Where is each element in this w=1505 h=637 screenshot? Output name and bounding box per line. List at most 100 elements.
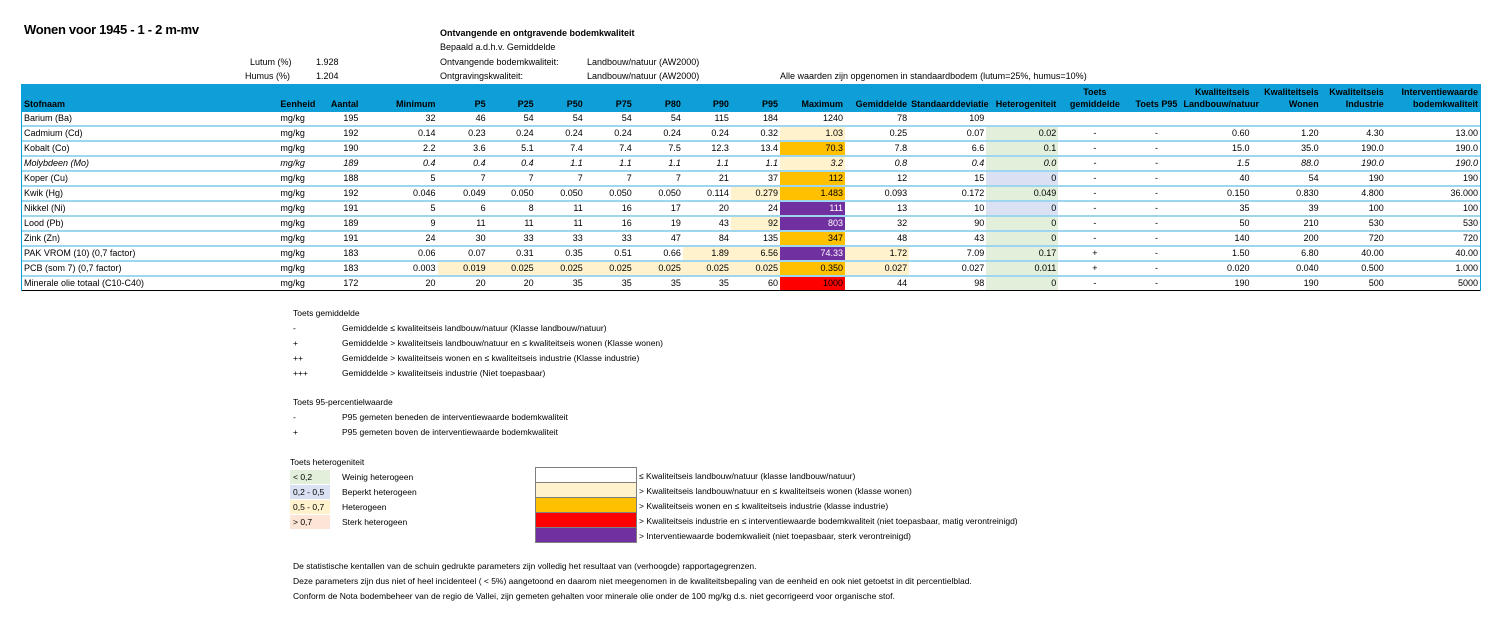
legend-text: Gemiddelde > kwaliteitseis industrie (Ni… (342, 368, 546, 378)
table-cell: 4.30 (1320, 126, 1386, 142)
column-header-line2: gemiddelde (1069, 99, 1120, 109)
table-cell: 12.3 (682, 141, 731, 157)
table-cell: 1.1 (682, 156, 731, 172)
table-cell: 35 (682, 276, 731, 291)
ontgraving-label: Ontgravingskwaliteit: (440, 71, 524, 81)
column-header: P80 (633, 84, 683, 112)
table-cell: 5 (360, 201, 438, 217)
quality-class-swatch (535, 467, 637, 483)
table-cell: 3.6 (437, 141, 488, 157)
legend-range: > 0,7 (293, 517, 313, 527)
legend-symbol: ++ (293, 353, 303, 363)
table-row: Kwik (Hg) mg/kg 192 0.046 0.049 0.050 0.050 0.0… (22, 186, 1480, 202)
table-cell: 47 (633, 231, 683, 247)
table-cell: mg/kg (278, 126, 321, 142)
legend-text: Gemiddelde > kwaliteitseis wonen en ≤ kw… (342, 353, 640, 363)
table-cell: mg/kg (278, 112, 321, 127)
table-cell: mg/kg (278, 246, 321, 262)
table-cell: 35 (633, 276, 683, 291)
table-cell: 21 (682, 171, 731, 187)
legend-symbol: - (293, 323, 296, 333)
table-cell: 70.3 (779, 141, 846, 157)
table-cell: 1.89 (682, 246, 731, 262)
statistics-table: Stofnaam Eenheid Aantal Minimum P5 P25 P50 P75 P… (22, 84, 1480, 291)
table-row: Koper (Cu) mg/kg 188 5 7 7 7 7 7 21 37 112 12 15 0- -40… (22, 171, 1480, 187)
table-cell: 33 (535, 231, 585, 247)
table-cell: 9 (360, 216, 438, 232)
table-cell: 7.4 (584, 141, 634, 157)
table-cell: 0.14 (360, 126, 438, 142)
table-cell: + (1058, 261, 1132, 277)
column-header-line2: Maximum (801, 99, 844, 109)
table-cell (1385, 112, 1480, 127)
legend-text: Beperkt heterogeen (342, 487, 417, 497)
table-cell: 16 (584, 201, 634, 217)
table-cell: - (1131, 276, 1182, 291)
table-cell: 92 (730, 216, 780, 232)
substance-name: Kobalt (Co) (22, 141, 279, 157)
table-cell: 111 (779, 201, 846, 217)
table-cell: 3.2 (779, 156, 846, 172)
table-cell: 0.093 (845, 186, 910, 202)
legend-gem-title: Toets gemiddelde (293, 308, 360, 318)
column-header: Standaarddeviatie (909, 84, 989, 112)
column-header: Kwaliteitseis Wonen (1251, 84, 1321, 112)
table-cell: 720 (1385, 231, 1480, 247)
table-cell: 88.0 (1251, 156, 1321, 172)
column-header: P50 (535, 84, 585, 112)
table-row: Molybdeen (Mo) mg/kg 189 0.4 0.4 0.4 1.1 1.1 1.1… (22, 156, 1480, 172)
table-cell: 0.025 (584, 261, 634, 277)
table-cell: 188 (320, 171, 361, 187)
table-cell: 0.24 (633, 126, 683, 142)
table-cell: 6.80 (1251, 246, 1321, 262)
substance-name: Cadmium (Cd) (22, 126, 279, 142)
table-cell: 0.17 (986, 246, 1059, 262)
table-cell: 20 (360, 276, 438, 291)
table-cell: mg/kg (278, 156, 321, 172)
table-cell: 0.25 (845, 126, 910, 142)
table-cell: 0.06 (360, 246, 438, 262)
table-cell: 0.046 (360, 186, 438, 202)
humus-label: Humus (%) (245, 71, 291, 81)
legend-range: < 0,2 (293, 472, 313, 482)
table-cell: 15 (909, 171, 987, 187)
table-cell: 803 (779, 216, 846, 232)
table-cell: 35 (584, 276, 634, 291)
column-header-line1: Kwaliteitseis (1329, 87, 1384, 97)
table-cell: 0.040 (1251, 261, 1321, 277)
table-cell: 190 (1385, 171, 1480, 187)
table-cell: 15.0 (1181, 141, 1252, 157)
table-cell: 0.050 (584, 186, 634, 202)
table-cell: 7.09 (909, 246, 987, 262)
table-cell: mg/kg (278, 231, 321, 247)
table-cell: 12 (845, 171, 910, 187)
table-cell: 5 (360, 171, 438, 187)
table-cell: 24 (730, 201, 780, 217)
column-header-line2: Industrie (1345, 99, 1384, 109)
table-cell: 2.2 (360, 141, 438, 157)
table-cell: 90 (909, 216, 987, 232)
column-header: P25 (487, 84, 536, 112)
legend-text: > Kwaliteitseis industrie en ≤ intervent… (639, 516, 1018, 526)
table-cell: 48 (845, 231, 910, 247)
table-cell: 0.350 (779, 261, 846, 277)
table-cell: 74.33 (779, 246, 846, 262)
substance-name: PAK VROM (10) (0,7 factor) (22, 246, 279, 262)
table-cell: 0.003 (360, 261, 438, 277)
table-cell: 0 (986, 216, 1059, 232)
table-cell: - (1058, 201, 1132, 217)
table-cell: + (1058, 246, 1132, 262)
column-header-line2: Gemiddelde (855, 99, 908, 109)
table-cell: - (1131, 186, 1182, 202)
heterogeneity-swatch (290, 500, 330, 514)
table-cell: 0.025 (633, 261, 683, 277)
table-cell: - (1131, 141, 1182, 157)
table-cell: 0.35 (535, 246, 585, 262)
table-cell: 500 (1320, 276, 1386, 291)
table-cell: 0.025 (487, 261, 536, 277)
table-cell (1058, 112, 1132, 127)
table-cell: 0.1 (986, 141, 1059, 157)
column-header-line2: P5 (474, 99, 486, 109)
table-cell: 7 (437, 171, 488, 187)
table-cell: 39 (1251, 201, 1321, 217)
